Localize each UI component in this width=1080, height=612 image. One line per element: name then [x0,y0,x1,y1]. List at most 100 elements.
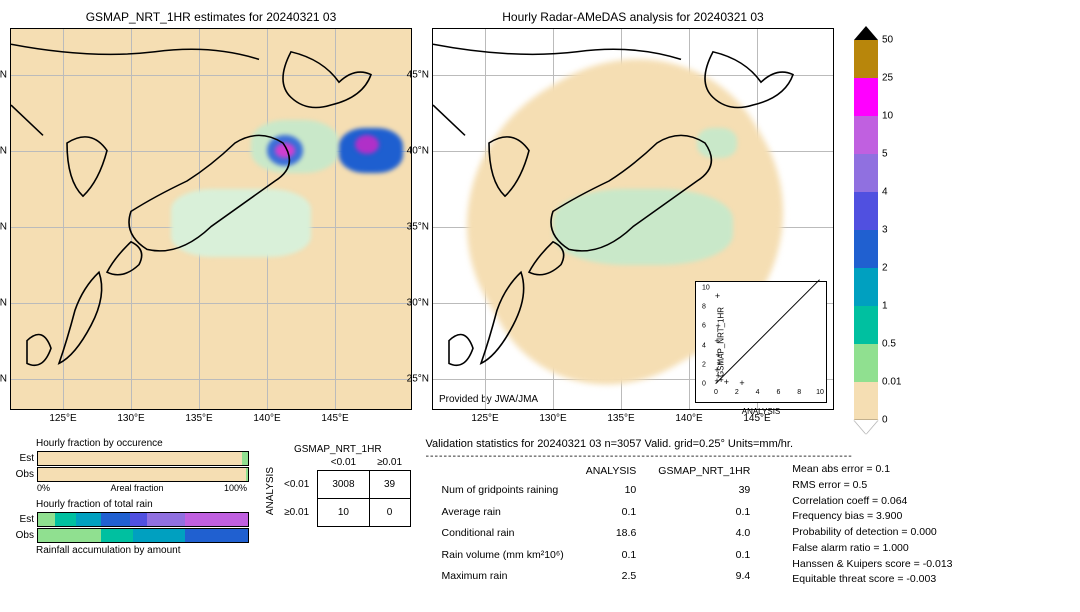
right-map-title: Hourly Radar-AMeDAS analysis for 2024032… [432,10,834,24]
colorbar-tick: 5 [882,149,888,160]
right-map-panel: Hourly Radar-AMeDAS analysis for 2024032… [432,10,834,420]
stats-row-label: Conditional rain [428,524,574,543]
matrix-cell: 10 [318,499,369,527]
scatter-xlabel: ANALYSIS [742,407,781,416]
hbar-label: Est [10,453,37,464]
x-tick: 140°E [253,409,280,424]
x-tick: 125°E [471,409,498,424]
hbar-axis-label: 100% [224,483,247,493]
colorbar-tick: 25 [882,73,893,84]
colorbar-tick: 1 [882,301,888,312]
colorbar-tick: 50 [882,35,893,46]
colorbar-segment [854,344,878,382]
coastline [11,29,411,409]
stats-cell: 39 [648,481,760,500]
stats-metric: Probability of detection = 0.000 [792,525,952,541]
y-tick: 35°N [407,221,433,232]
x-tick: 135°E [185,409,212,424]
stats-metric: False alarm ratio = 1.000 [792,541,952,557]
colorbar-segment [854,382,878,420]
colorbar-tick: 4 [882,187,888,198]
x-tick: 130°E [117,409,144,424]
matrix-cell: 0 [369,499,410,527]
matrix-col-title: GSMAP_NRT_1HR [265,444,411,455]
colorbar-segment [854,116,878,154]
stats-metric: RMS error = 0.5 [792,478,952,494]
top-row: GSMAP_NRT_1HR estimates for 20240321 03 … [10,10,1070,420]
stats-metric: Hanssen & Kuipers score = -0.013 [792,557,952,573]
matrix-cell: 3008 [318,471,369,499]
hbar-row: Obs [10,528,250,543]
stats-table: ANALYSISGSMAP_NRT_1HR Num of gridpoints r… [426,462,763,588]
x-tick: 135°E [607,409,634,424]
occurrence-axis: 0% Areal fraction 100% [37,483,247,493]
hbar-label: Obs [10,530,37,541]
hbar-label: Est [10,514,37,525]
y-tick: 45°N [0,69,11,80]
y-tick: 25°N [407,373,433,384]
y-tick: 40°N [407,145,433,156]
stats-row-label: Num of gridpoints raining [428,481,574,500]
stats-metric: Correlation coeff = 0.064 [792,494,952,510]
matrix-cell: 39 [369,471,410,499]
stats-col-header: GSMAP_NRT_1HR [648,464,760,479]
stats-cell: 9.4 [648,566,760,586]
hbar-axis-label: 0% [37,483,50,493]
y-tick: 30°N [0,297,11,308]
colorbar-segment [854,306,878,344]
x-tick: 125°E [49,409,76,424]
colorbar-tick: 0.01 [882,377,901,388]
total-rain-title: Hourly fraction of total rain [36,499,250,510]
total-rain-bars: Est Obs [10,512,250,543]
stats-metric: Frequency bias = 3.900 [792,509,952,525]
colorbar-tick: 0 [882,415,888,426]
stats-col-header: ANALYSIS [576,464,647,479]
colorbar: 502510543210.50.010 [854,40,878,420]
stats-cell: 0.1 [576,545,647,564]
stats-metrics: Mean abs error = 0.1RMS error = 0.5Corre… [792,462,952,588]
stats-cell: 4.0 [648,524,760,543]
matrix-col-header: <0.01 [318,455,369,471]
stats-row-label: Maximum rain [428,566,574,586]
stats-metric: Mean abs error = 0.1 [792,462,952,478]
matrix-table: <0.01≥0.01<0.01300839≥0.01100 [276,455,411,527]
scatter-inset: GSMAP_NRT_1HRANALYSIS00224466881010+++++… [695,281,827,403]
matrix-row-header: <0.01 [276,471,318,499]
bottom-row: Hourly fraction by occurence Est Obs 0% Ar… [10,438,1070,588]
colorbar-segment [854,78,878,116]
left-map-panel: GSMAP_NRT_1HR estimates for 20240321 03 … [10,10,412,420]
colorbar-tick: 2 [882,263,888,274]
stats-row-label: Rain volume (mm km²10⁶) [428,545,574,564]
occurrence-bars: Est Obs [10,451,250,482]
stats-metric: Equitable threat score = -0.003 [792,572,952,588]
matrix-row-header: ≥0.01 [276,499,318,527]
stats-cell: 0.1 [648,545,760,564]
colorbar-tick: 0.5 [882,339,896,350]
x-tick: 140°E [675,409,702,424]
colorbar-tick: 10 [882,111,893,122]
hbar-label: Obs [10,469,37,480]
stats-title: Validation statistics for 20240321 03 n=… [426,438,1070,450]
occurrence-title: Hourly fraction by occurence [36,438,250,449]
fraction-panels: Hourly fraction by occurence Est Obs 0% Ar… [10,438,250,588]
matrix-row-title: ANALYSIS [265,467,276,515]
rainfall-accum-label: Rainfall accumulation by amount [36,545,250,556]
right-map: Provided by JWA/JMA 45°N40°N35°N30°N25°N… [432,28,834,410]
y-tick: 45°N [407,69,433,80]
stats-panel: Validation statistics for 20240321 03 n=… [426,438,1070,588]
stats-cell: 10 [576,481,647,500]
hbar-row: Est [10,512,250,527]
stats-cell: 18.6 [576,524,647,543]
colorbar-segment [854,230,878,268]
stats-divider: ----------------------------------------… [426,450,1070,462]
colorbar-tick: 3 [882,225,888,236]
colorbar-segment [854,40,878,78]
matrix-col-header: ≥0.01 [369,455,410,471]
x-tick: 130°E [539,409,566,424]
stats-cell: 0.1 [576,502,647,521]
contingency-matrix: GSMAP_NRT_1HR ANALYSIS <0.01≥0.01<0.0130… [265,444,411,588]
y-tick: 30°N [407,297,433,308]
y-tick: 25°N [0,373,11,384]
stats-cell: 2.5 [576,566,647,586]
hbar-axis-label: Areal fraction [110,483,163,493]
